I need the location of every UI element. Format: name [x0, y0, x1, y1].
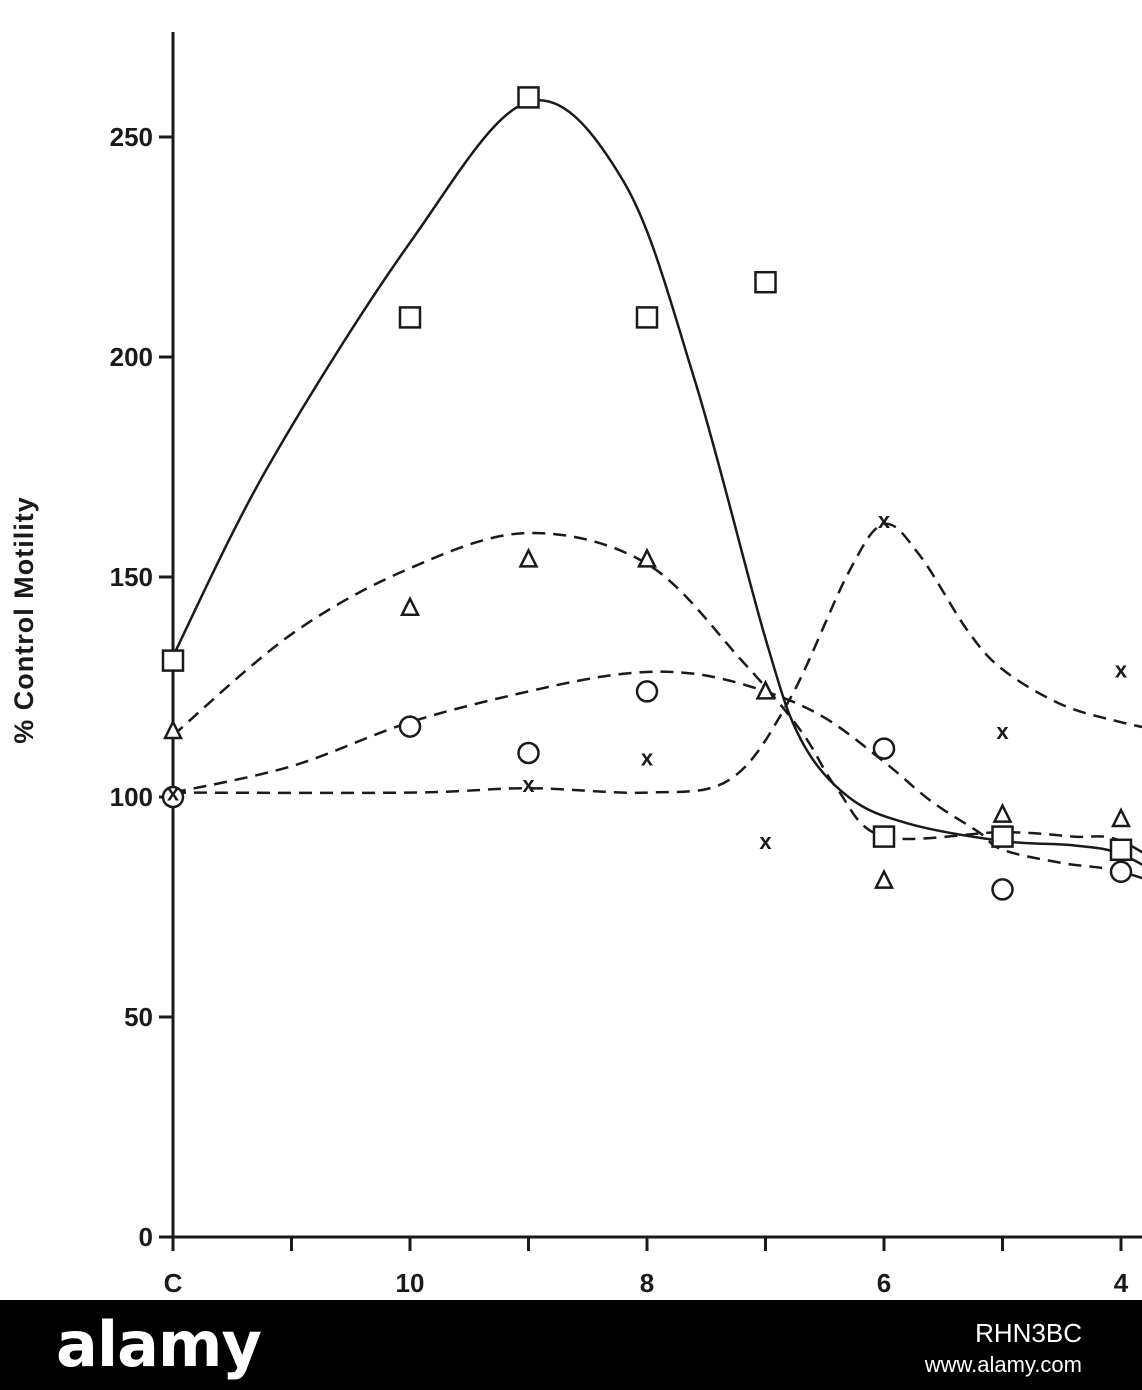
x-axis-ticks: C 10 8 6 4: [164, 1237, 1129, 1298]
x-tick-label: 10: [396, 1268, 425, 1298]
triangle-point: [399, 596, 421, 617]
circle-point: [517, 741, 540, 765]
x-point: x: [759, 829, 772, 854]
circle-point: [398, 715, 422, 738]
x-series-curve: [172, 522, 1142, 795]
site-url: www.alamy.com: [924, 1352, 1082, 1377]
axes: [171, 32, 1142, 1239]
watermark-banner: alamy RHN3BC www.alamy.com: [0, 1300, 1142, 1390]
circle-point: [161, 785, 185, 809]
x-point: x: [167, 781, 180, 806]
y-tick-label: 100: [110, 782, 153, 812]
triangle-point: [755, 679, 776, 700]
x-point: x: [996, 719, 1009, 744]
circle-point: [991, 878, 1014, 901]
circle-point: [872, 737, 896, 760]
data-markers: xxxxxxxx: [161, 86, 1133, 901]
x-tick-label: 6: [877, 1268, 891, 1298]
alamy-logo: alamy: [56, 1308, 262, 1381]
x-point: x: [1115, 657, 1128, 682]
square-point: [398, 306, 422, 329]
circle-series-curve: [172, 670, 1142, 880]
x-point: x: [522, 772, 535, 797]
triangle-point: [1110, 807, 1132, 828]
square-point: [754, 270, 777, 294]
square-point: [991, 825, 1014, 848]
y-tick-label: 150: [110, 562, 153, 592]
x-tick-label: 8: [640, 1268, 654, 1298]
triangle-point: [518, 547, 539, 568]
square-point: [1109, 838, 1133, 862]
y-axis-ticks: 0 50 100 150 200 250: [110, 122, 173, 1252]
fitted-curves: [171, 99, 1142, 880]
x-point: x: [878, 508, 891, 533]
y-tick-label: 250: [110, 122, 153, 152]
x-point: x: [641, 745, 654, 770]
triangle-point: [873, 868, 895, 889]
triangle-point: [162, 719, 184, 740]
triangle-point: [636, 547, 658, 568]
y-tick-label: 50: [124, 1002, 153, 1032]
triangle-series-curve: [172, 531, 1142, 854]
y-axis-title: % Control Motility: [9, 496, 39, 743]
y-tick-label: 200: [110, 342, 153, 372]
triangle-point: [992, 802, 1013, 823]
square-point: [872, 825, 896, 848]
square-point: [161, 649, 185, 672]
circle-point: [1109, 860, 1133, 884]
image-id: RHN3BC: [975, 1318, 1082, 1348]
square-point: [635, 306, 659, 329]
y-tick-label: 0: [139, 1222, 153, 1252]
x-tick-label: C: [164, 1268, 183, 1298]
x-tick-label: 4: [1114, 1268, 1129, 1298]
square-series-curve: [171, 99, 1142, 867]
square-point: [517, 86, 540, 109]
circle-point: [635, 680, 659, 703]
